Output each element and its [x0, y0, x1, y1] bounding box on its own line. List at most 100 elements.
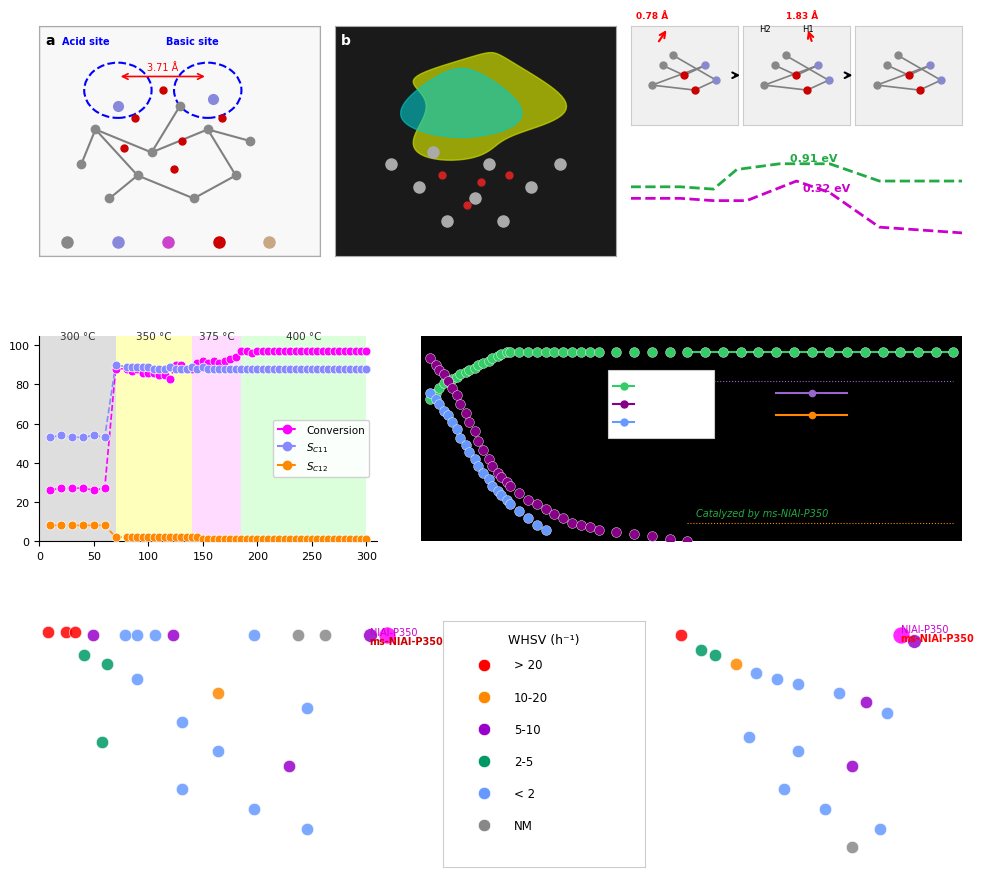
Point	[431, 363, 447, 377]
Point	[565, 345, 580, 359]
Point	[790, 678, 805, 692]
Text: 350 °C: 350 °C	[136, 332, 172, 342]
Point	[162, 530, 178, 544]
Point	[680, 345, 695, 359]
Point	[233, 532, 248, 546]
Point	[337, 532, 353, 546]
Text: 300 °C: 300 °C	[60, 332, 95, 342]
Point	[484, 459, 500, 473]
Point	[309, 362, 325, 376]
Point	[136, 530, 151, 544]
Point	[803, 345, 819, 359]
Point	[136, 360, 151, 375]
Text: H2: H2	[759, 25, 771, 34]
Point	[245, 532, 260, 546]
Point	[348, 345, 363, 359]
Point	[222, 362, 238, 376]
Point	[750, 345, 766, 359]
Point	[556, 345, 572, 359]
Point	[108, 362, 124, 376]
Point	[304, 345, 320, 359]
Point	[354, 532, 369, 546]
Point	[499, 345, 515, 359]
Point	[616, 416, 631, 430]
Point	[130, 530, 145, 544]
Point	[422, 392, 438, 407]
Point	[565, 516, 580, 530]
Point	[249, 345, 265, 359]
Point	[858, 695, 874, 709]
Point	[228, 350, 244, 365]
Point	[538, 502, 554, 517]
Point	[277, 345, 293, 359]
Text: a: a	[45, 34, 54, 47]
Point	[475, 466, 491, 480]
Point	[185, 530, 200, 544]
Text: WHSV (h⁻¹): WHSV (h⁻¹)	[509, 633, 579, 646]
Point	[519, 511, 535, 526]
Point	[481, 473, 497, 487]
Point	[354, 345, 369, 359]
Point	[437, 404, 453, 418]
Point	[331, 532, 347, 546]
Point	[444, 372, 460, 386]
Point	[58, 625, 74, 639]
Point	[200, 357, 216, 371]
Point	[309, 532, 325, 546]
Point	[291, 628, 306, 643]
Point	[211, 362, 227, 376]
Point	[817, 802, 833, 816]
Point	[195, 360, 211, 375]
Point	[119, 530, 135, 544]
Point	[428, 386, 444, 401]
Point	[64, 519, 80, 533]
Point	[845, 759, 860, 773]
Text: 0.32 eV: 0.32 eV	[803, 184, 850, 194]
Point	[64, 482, 80, 496]
Text: 10-20: 10-20	[514, 691, 548, 704]
Point	[315, 345, 331, 359]
Text: NlAl-P350: NlAl-P350	[900, 625, 948, 635]
Point	[239, 532, 254, 546]
Point	[493, 489, 509, 503]
Point	[255, 532, 271, 546]
Point	[277, 362, 293, 376]
Point	[616, 398, 631, 412]
Point	[475, 357, 491, 371]
Point	[179, 362, 194, 376]
Point	[519, 345, 535, 359]
Text: 2-5: 2-5	[514, 755, 533, 768]
Point	[511, 345, 526, 359]
Point	[337, 345, 353, 359]
Point	[168, 358, 184, 373]
Point	[239, 362, 254, 376]
Point	[40, 625, 56, 639]
Point	[326, 532, 342, 546]
Point	[490, 484, 506, 498]
Point	[428, 392, 444, 407]
Point	[85, 628, 101, 643]
Text: 1.83 Å: 1.83 Å	[786, 12, 818, 21]
Point	[200, 532, 216, 546]
Text: > 20: > 20	[514, 659, 542, 671]
Point	[673, 628, 688, 643]
Point	[130, 628, 145, 643]
Polygon shape	[401, 70, 521, 139]
Point	[707, 648, 723, 662]
Point	[260, 362, 276, 376]
Point	[331, 362, 347, 376]
Point	[168, 362, 184, 376]
Point	[845, 839, 860, 854]
Point	[422, 386, 438, 401]
Text: 0.78 Å: 0.78 Å	[636, 12, 668, 21]
Point	[266, 345, 282, 359]
Point	[769, 671, 785, 686]
Point	[228, 532, 244, 546]
Point	[662, 345, 678, 359]
Point	[195, 354, 211, 368]
Point	[288, 362, 303, 376]
Point	[481, 452, 497, 467]
Bar	[608, 370, 714, 439]
Point	[108, 530, 124, 544]
Text: 400 °C: 400 °C	[286, 332, 321, 342]
